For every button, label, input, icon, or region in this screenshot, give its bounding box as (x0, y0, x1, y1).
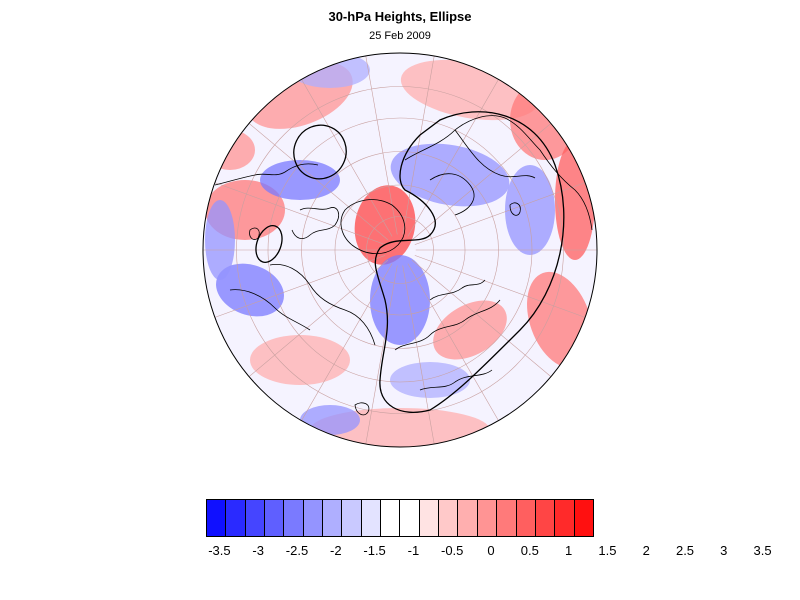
colorbar-tick-label: 1 (564, 543, 573, 558)
colorbar-swatch (284, 500, 304, 536)
meridian-line (365, 265, 398, 445)
meridian-line (407, 263, 499, 421)
anomaly-patch (555, 140, 595, 260)
colorbar-swatch (207, 500, 227, 536)
colorbar-tick-label: 3 (720, 543, 728, 558)
anomaly-patch (510, 80, 580, 160)
colorbar-swatch (419, 500, 440, 536)
anomaly-patch (250, 335, 350, 385)
meridian-line (214, 255, 386, 318)
colorbar-tick-label: 2.5 (675, 543, 695, 558)
coastlines (214, 115, 593, 416)
colorbar-swatch (516, 500, 536, 536)
colorbar-tick-label: -2.5 (285, 543, 309, 558)
anomaly-patch (260, 160, 340, 200)
colorbar-swatch (265, 500, 285, 536)
colorbar-tick-label: -1 (407, 543, 420, 558)
colorbar-tick-label: 1.5 (598, 543, 617, 558)
meridian-line (414, 255, 586, 318)
meridian-line (301, 79, 393, 237)
meridian-line (301, 263, 393, 421)
meridian-line (248, 259, 389, 377)
colorbar-swatch (555, 500, 575, 536)
anomaly-patch (205, 200, 235, 280)
colorbar-swatch (381, 500, 401, 536)
anomaly-patch (505, 165, 555, 255)
anomaly-patch (354, 185, 416, 265)
colorbar-swatch (477, 500, 498, 536)
meridian-line (414, 182, 586, 245)
colorbar-swatch (303, 500, 324, 536)
meridian-line (214, 182, 386, 245)
colorbar-swatch (574, 500, 593, 536)
colorbar-swatch (323, 500, 343, 536)
colorbar-tick-label: 0.5 (520, 543, 539, 558)
anomaly-patch (300, 405, 360, 435)
meridian-line (411, 259, 552, 377)
meridian-line (407, 79, 499, 237)
colorbar-swatches (206, 499, 594, 537)
colorbar-tick-label: 2 (642, 543, 650, 558)
colorbar-swatch (497, 500, 517, 536)
meridian-line (402, 265, 435, 445)
anomaly-patch (216, 263, 284, 317)
colorbar-tick-label: 0 (487, 543, 495, 558)
colorbar-swatch (458, 500, 478, 536)
meridian-line (248, 123, 389, 241)
colorbar-tick-label: -0.5 (440, 543, 464, 558)
map-title: 30-hPa Heights, Ellipse (328, 9, 472, 24)
colorbar-swatch (535, 500, 556, 536)
colorbar-tick-label: -3 (252, 543, 264, 558)
graticule (203, 55, 597, 445)
colorbar-swatch (400, 500, 420, 536)
map-date-subtitle: 25 Feb 2009 (369, 30, 431, 42)
anomaly-patch (370, 255, 430, 345)
colorbar-tick-label: -3.5 (208, 543, 231, 558)
anomaly-field (205, 53, 595, 447)
colorbar (206, 499, 594, 537)
meridian-line (402, 55, 435, 235)
anomaly-patch (433, 300, 507, 360)
colorbar-swatch (342, 500, 362, 536)
globe-outline (202, 52, 598, 448)
colorbar-tick-label: -1.5 (363, 543, 386, 558)
colorbar-swatch (361, 500, 382, 536)
colorbar-swatch (245, 500, 266, 536)
colorbar-labels: -3.5 -3 -2.5 -2 -1.5 -1 -0.5 0 0.5 1 1.5 2 2.5 3 3.5 (206, 543, 771, 559)
colorbar-tick-label: 3.5 (753, 543, 772, 558)
anomaly-patch (390, 143, 510, 207)
anomaly-patch (390, 362, 470, 398)
colorbar-tick-label: -2 (330, 543, 342, 558)
ellipse-contours (255, 111, 565, 414)
colorbar-swatch (439, 500, 459, 536)
colorbar-swatch (226, 500, 246, 536)
